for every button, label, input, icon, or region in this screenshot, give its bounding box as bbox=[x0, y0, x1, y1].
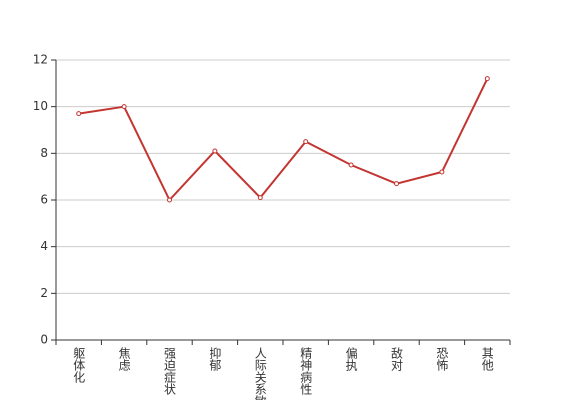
x-tick-label: 焦虑 bbox=[117, 347, 131, 371]
point bbox=[303, 139, 309, 145]
point bbox=[348, 162, 354, 168]
y-tick-label: 12 bbox=[33, 53, 48, 67]
point bbox=[484, 76, 490, 82]
x-tick-label: 人际关系敏感 bbox=[253, 347, 267, 400]
y-tick-label: 10 bbox=[33, 99, 48, 113]
x-tick-label: 精神病性 bbox=[299, 347, 313, 396]
point bbox=[212, 148, 218, 154]
point bbox=[121, 104, 127, 110]
x-tick-label: 其他 bbox=[480, 347, 494, 371]
line bbox=[78, 78, 489, 202]
point bbox=[76, 111, 82, 117]
x-tick-label: 躯体化 bbox=[72, 346, 86, 384]
y-tick-label: 8 bbox=[40, 146, 48, 160]
x-tick-label: 强迫症状 bbox=[163, 347, 177, 395]
y-tick-label: 6 bbox=[40, 193, 48, 207]
x-tick-label: 抑郁 bbox=[208, 346, 222, 372]
point bbox=[394, 181, 399, 187]
y-tick-label: 2 bbox=[40, 286, 48, 300]
point bbox=[439, 169, 445, 175]
y-tick-label: 0 bbox=[40, 333, 48, 347]
x-tick-label: 恐怖 bbox=[435, 347, 449, 371]
y-tick-label: 4 bbox=[40, 239, 48, 253]
x-tick-label: 偏执 bbox=[344, 346, 358, 372]
point bbox=[167, 197, 172, 203]
point bbox=[257, 195, 263, 201]
x-tick-label: 敌对 bbox=[390, 346, 404, 371]
